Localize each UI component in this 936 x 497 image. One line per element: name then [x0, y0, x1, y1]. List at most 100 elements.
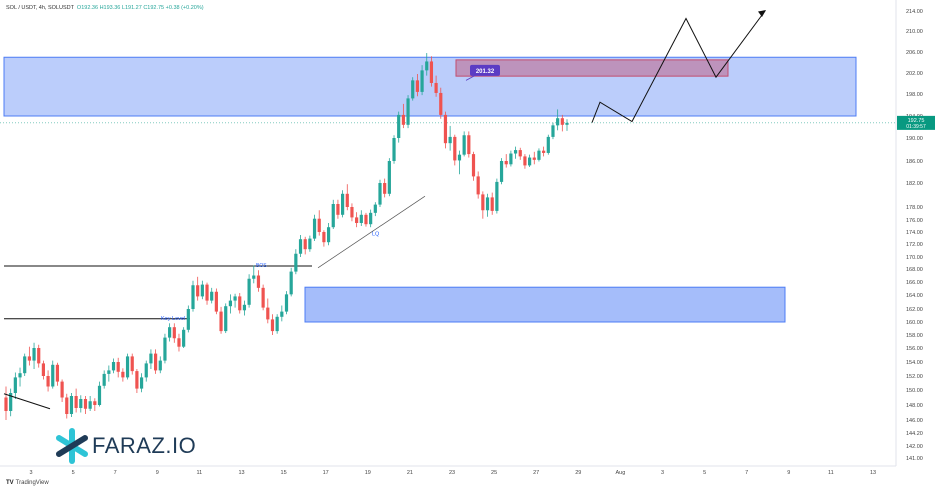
open-value: O192.36	[76, 5, 99, 11]
y-tick-label: 172.00	[906, 242, 923, 248]
candle	[312, 214, 317, 241]
candle-body	[308, 238, 312, 250]
last-price-label: 192.75	[908, 118, 925, 124]
candle	[542, 146, 546, 157]
x-tick-label: 7	[745, 470, 748, 476]
candle-body	[233, 296, 237, 301]
candle	[83, 396, 88, 414]
candle	[51, 360, 55, 389]
candle-body	[4, 397, 8, 411]
candle-body	[121, 371, 125, 378]
candle	[200, 280, 204, 300]
candle-body	[154, 353, 158, 371]
y-tick-label: 148.00	[906, 403, 923, 409]
candle	[228, 294, 232, 314]
candle	[303, 236, 307, 255]
candle-body	[88, 401, 92, 409]
x-tick-label: 19	[365, 470, 371, 476]
tradingview-logo[interactable]: TV TradingView	[6, 480, 49, 486]
projection-arrowhead	[758, 10, 766, 17]
candle	[182, 327, 186, 348]
candle-body	[294, 253, 298, 272]
candle	[499, 158, 504, 185]
candle-body	[326, 227, 331, 243]
candle	[565, 119, 569, 131]
candle-body	[499, 161, 504, 182]
candle	[69, 393, 74, 417]
candle-body	[191, 285, 195, 309]
candle	[172, 323, 176, 343]
candle-body	[359, 214, 363, 223]
candle	[116, 357, 120, 378]
x-tick-label: 27	[533, 470, 539, 476]
candle-body	[9, 393, 13, 411]
candle-body	[261, 287, 265, 308]
candle	[266, 298, 270, 324]
candle-body	[284, 294, 289, 312]
candle-body	[93, 401, 97, 405]
candle	[490, 192, 494, 215]
candle	[341, 190, 345, 218]
candle-body	[158, 360, 162, 371]
candle-body	[369, 212, 373, 225]
y-tick-label: 144.20	[906, 431, 923, 437]
candle-body	[509, 153, 513, 165]
candle-body	[46, 376, 50, 387]
candle	[219, 306, 223, 334]
candle	[186, 305, 190, 333]
candle-body	[556, 118, 560, 126]
liquidity-line	[317, 195, 426, 269]
candle-body	[476, 176, 480, 195]
candle-body	[23, 356, 27, 374]
candle-body	[383, 183, 387, 194]
y-tick-label: 158.00	[906, 333, 923, 339]
candle-body	[401, 114, 405, 125]
y-tick-label: 210.00	[906, 29, 923, 35]
y-tick-label: 154.00	[906, 360, 923, 366]
candle-body	[532, 157, 536, 160]
candle	[107, 365, 111, 382]
y-tick-label: 186.00	[906, 159, 923, 165]
symbol-header: SOL / USDT, 4h, SOLUSDT O192.36 H193.36 …	[6, 5, 204, 11]
candle-body	[60, 381, 64, 398]
x-tick-label: 3	[29, 470, 32, 476]
x-tick-label: 21	[407, 470, 413, 476]
y-tick-label: 168.00	[906, 267, 923, 273]
candle-body	[125, 356, 130, 378]
candle-body	[97, 385, 102, 405]
candle-body	[65, 397, 69, 414]
x-tick-label: 9	[787, 470, 790, 476]
candle	[467, 131, 471, 158]
candle-body	[200, 284, 204, 297]
candle-body	[37, 348, 41, 364]
low-value: L191.27	[121, 5, 142, 11]
candle-body	[270, 319, 275, 332]
bos-label: BOS	[256, 263, 267, 269]
candle	[373, 202, 377, 217]
candle	[74, 388, 78, 413]
candle	[448, 125, 452, 151]
candle	[355, 212, 359, 228]
candle	[350, 203, 354, 222]
y-tick-label: 156.00	[906, 346, 923, 352]
y-tick-label: 152.00	[906, 374, 923, 380]
candle	[532, 151, 536, 165]
x-tick-label: 11	[197, 470, 203, 476]
candle	[481, 191, 485, 219]
candle-body	[322, 232, 326, 243]
candle	[41, 360, 45, 380]
projection-path	[591, 10, 766, 123]
candle-body	[341, 193, 345, 215]
candle	[457, 150, 462, 175]
candle-body	[443, 114, 448, 144]
candle	[79, 395, 83, 413]
candle-body	[51, 364, 55, 387]
y-tick-label: 170.00	[906, 255, 923, 261]
candle	[121, 368, 125, 382]
candle	[537, 148, 541, 162]
candle	[401, 103, 405, 129]
candle-body	[397, 114, 401, 138]
x-tick-label: 23	[449, 470, 455, 476]
candle-body	[247, 278, 251, 305]
